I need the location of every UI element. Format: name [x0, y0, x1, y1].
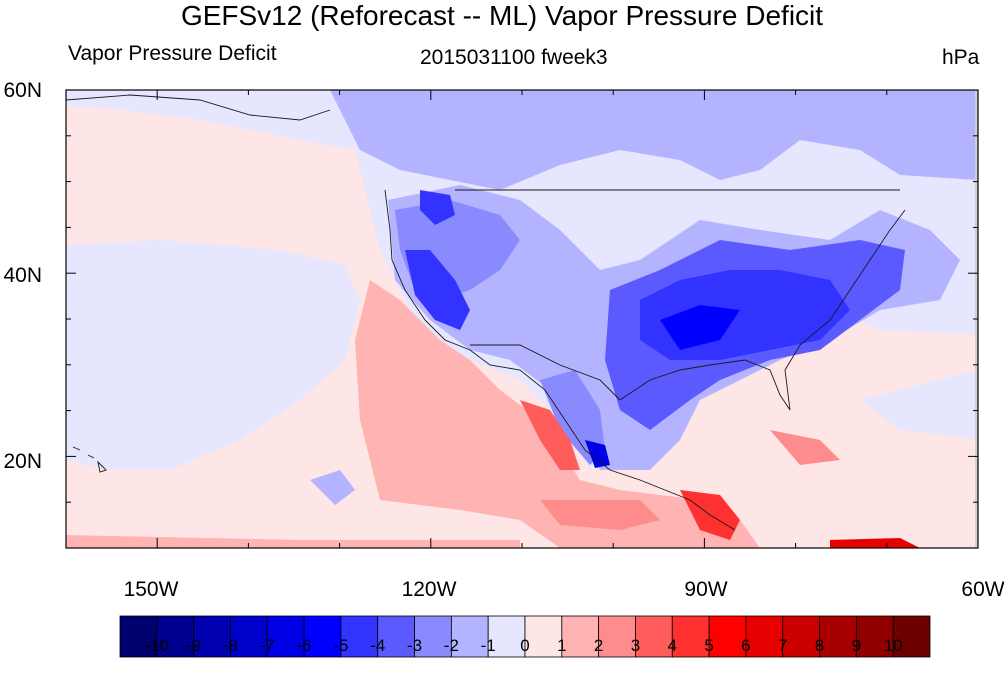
- lat-label-20n: 20N: [3, 450, 42, 473]
- colorbar-label: -10: [144, 636, 170, 655]
- field-red-south-america: [830, 538, 920, 548]
- colorbar-label: -7: [259, 636, 275, 655]
- lat-label-40n: 40N: [3, 264, 42, 287]
- colorbar-label: -1: [480, 636, 496, 655]
- colorbar-swatch: [377, 615, 415, 658]
- border-us-mexico: [470, 344, 621, 401]
- lon-label-150w: 150W: [123, 578, 179, 601]
- colorbar-swatch: [524, 615, 563, 658]
- colorbar: [119, 615, 931, 658]
- colorbar-label: 10: [883, 636, 903, 655]
- colorbar-swatch: [782, 615, 820, 658]
- field-light-blue-canada: [330, 90, 978, 190]
- colorbar-swatch: [855, 615, 894, 658]
- vpd-field: [66, 90, 978, 548]
- date-label: 2015031100 fweek3: [420, 46, 608, 69]
- field-strong-blue-northwest: [420, 190, 455, 225]
- lon-label-60w: 60W: [961, 578, 1004, 601]
- units-label: hPa: [942, 46, 980, 69]
- colorbar-swatch: [671, 615, 710, 658]
- colorbar-label: 7: [777, 636, 788, 655]
- field-core-blue-mexico: [585, 440, 610, 468]
- field-pale-blue-pacific: [66, 240, 360, 470]
- colorbar-label: -5: [333, 636, 349, 655]
- lat-label-60n: 60N: [3, 79, 42, 102]
- field-strong-blue-california: [405, 250, 470, 330]
- colorbar-label: 0: [520, 636, 530, 655]
- colorbar-label: 9: [851, 636, 862, 655]
- main-title: GEFSv12 (Reforecast -- ML) Vapor Pressur…: [180, 0, 824, 31]
- field-red-mexico-coast: [520, 400, 580, 470]
- colorbar-swatch: [119, 615, 158, 658]
- colorbar-swatch: [708, 615, 747, 658]
- coastline-gulf-atlantic: [619, 209, 906, 411]
- colorbar-swatch: [598, 615, 636, 658]
- coastline-pacific: [384, 189, 736, 531]
- field-light-red-pacific-mexico: [355, 280, 760, 548]
- colorbar-label: 6: [741, 636, 751, 655]
- coastline-hawaii: [72, 446, 107, 473]
- field-light-blue-patch: [310, 470, 355, 505]
- variable-label: Vapor Pressure Deficit: [68, 42, 277, 65]
- colorbar-label: 1: [557, 636, 567, 655]
- coastline-alaska: [66, 94, 331, 121]
- colorbar-swatch: [892, 615, 931, 658]
- colorbar-label: -3: [406, 636, 423, 655]
- colorbar-label: 3: [630, 636, 641, 655]
- colorbar-label: -8: [222, 636, 239, 655]
- field-red-pacific-patch: [540, 500, 660, 530]
- colorbar-swatch: [303, 615, 342, 658]
- field-core-blue-southeast: [660, 305, 740, 350]
- field-red-caribbean: [770, 430, 840, 465]
- colorbar-swatch: [487, 615, 526, 658]
- field-light-red-south-band: [66, 535, 520, 548]
- lon-label-90w: 90W: [684, 578, 728, 601]
- colorbar-swatch: [266, 615, 305, 658]
- colorbar-swatch: [450, 615, 489, 658]
- colorbar-swatch: [193, 615, 231, 658]
- colorbar-label: 2: [593, 636, 604, 655]
- colorbar-label: -2: [443, 636, 459, 655]
- map-ticks: [65, 89, 979, 549]
- colorbar-label: -6: [296, 636, 312, 655]
- colorbar-swatch: [414, 615, 452, 658]
- colorbar-label: -4: [370, 636, 386, 655]
- map-boundaries: [66, 94, 906, 531]
- colorbar-label: 5: [704, 636, 714, 655]
- field-pale-blue-atlantic: [860, 370, 978, 440]
- colorbar-swatch: [635, 615, 673, 658]
- lon-label-120w: 120W: [401, 578, 457, 601]
- colorbar-label: -9: [186, 636, 202, 655]
- colorbar-label: 8: [814, 636, 825, 655]
- colorbar-label: 4: [667, 636, 677, 655]
- colorbar-swatch: [819, 615, 857, 658]
